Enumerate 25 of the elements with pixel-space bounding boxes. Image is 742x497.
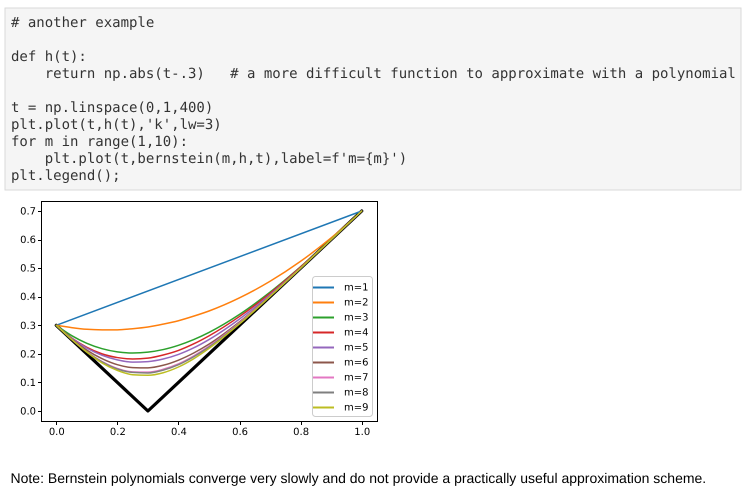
y-tick-label: 0.5: [20, 264, 36, 275]
legend-label: m=6: [344, 358, 368, 368]
legend-label: m=1: [344, 282, 368, 294]
y-tick-label: 0.6: [20, 235, 36, 246]
x-tick-label: 0.0: [48, 427, 65, 438]
y-tick-label: 0.3: [20, 320, 36, 332]
legend-label: m=7: [344, 372, 368, 384]
x-tick-label: 0.8: [293, 427, 310, 438]
legend-label: m=5: [344, 342, 368, 354]
x-tick-label: 0.6: [232, 427, 248, 438]
y-tick-label: 0.4: [20, 292, 36, 304]
legend-label: m=2: [344, 298, 368, 308]
x-tick-label: 0.2: [110, 427, 126, 438]
y-tick-label: 0.7: [20, 206, 36, 218]
y-tick-label: 0.2: [20, 349, 36, 360]
y-tick-label: 0.1: [20, 378, 36, 389]
x-tick-label: 0.4: [171, 427, 187, 438]
legend-label: m=9: [344, 402, 368, 414]
y-tick-label: 0.0: [20, 406, 36, 418]
legend-label: m=4: [344, 328, 368, 338]
x-tick-label: 1.0: [354, 427, 370, 438]
legend-label: m=8: [344, 388, 368, 398]
text: Note: Bernstein polynomials converge very slowly and do not provide a practically useful approximation scheme.: [10, 470, 706, 486]
legend-label: m=3: [344, 312, 368, 324]
text: # another example def h(t): return np.abs(t-.3) # a more difficult function to approximate with a polynomial t = np.linspace(0,1,400) plt.plot(t,h(t),'k',lw=3) for m in range(1,10): plt.plot(t,bernstein(m,h,t),label=f'm={m}') plt.legend();: [11, 15, 736, 184]
